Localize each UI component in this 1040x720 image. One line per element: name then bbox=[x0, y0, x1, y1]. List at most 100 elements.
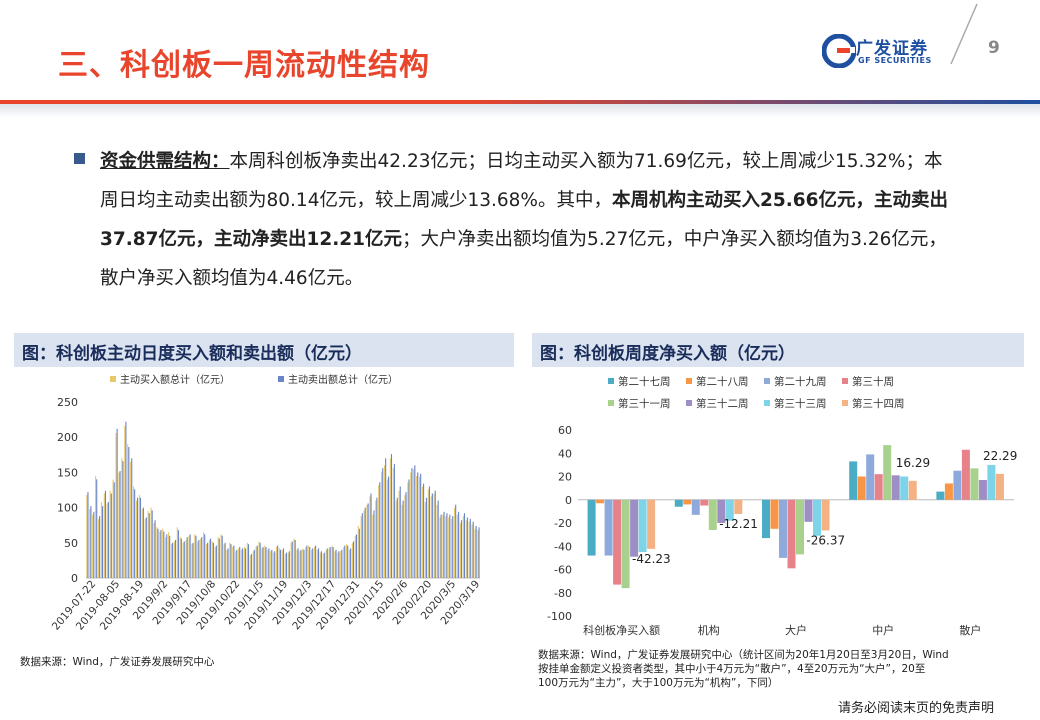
bar-sell bbox=[268, 548, 270, 578]
bar-week-30 bbox=[787, 499, 796, 569]
bar-buy bbox=[454, 507, 456, 578]
bar-sell bbox=[119, 470, 121, 578]
bar-week-32 bbox=[717, 499, 726, 523]
bar-buy bbox=[258, 541, 260, 578]
bar-sell bbox=[137, 497, 139, 578]
bar-sell bbox=[425, 497, 428, 578]
legend-label: 第三十一周 bbox=[618, 397, 671, 410]
bar-buy bbox=[404, 494, 406, 578]
bar-sell bbox=[326, 548, 328, 578]
bar-buy bbox=[223, 544, 225, 578]
bar-sell bbox=[128, 447, 130, 578]
bar-buy bbox=[95, 475, 97, 578]
bar-week-31 bbox=[970, 468, 979, 500]
legend-swatch bbox=[110, 376, 116, 382]
bar-buy bbox=[97, 518, 100, 578]
bar-buy bbox=[276, 547, 278, 578]
bar-buy bbox=[211, 541, 213, 578]
y-tick-label: 50 bbox=[64, 537, 78, 550]
bar-sell bbox=[352, 541, 355, 578]
bar-sell bbox=[309, 547, 311, 578]
bar-sell bbox=[458, 511, 460, 578]
bar-week-32 bbox=[804, 499, 813, 522]
summary-paragraph: 资金供需结构：本周科创板净卖出42.23亿元；日均主动买入额为71.69亿元，较… bbox=[100, 142, 960, 298]
bar-buy bbox=[240, 549, 243, 578]
bar-buy bbox=[287, 552, 289, 578]
bar-buy bbox=[270, 551, 272, 578]
bar-sell bbox=[239, 547, 241, 578]
bar-buy bbox=[290, 542, 292, 578]
bar-buy bbox=[407, 482, 409, 578]
bar-sell bbox=[151, 510, 153, 578]
bar-buy bbox=[340, 551, 342, 578]
bar-sell bbox=[408, 479, 410, 578]
bar-sell bbox=[312, 548, 314, 578]
bar-buy bbox=[465, 520, 467, 578]
bar-buy bbox=[331, 545, 333, 578]
bar-week-34 bbox=[908, 480, 917, 500]
bar-buy bbox=[217, 537, 219, 578]
bar-sell bbox=[177, 530, 179, 578]
bar-week-27 bbox=[761, 499, 770, 539]
bar-buy bbox=[278, 548, 281, 578]
bar-sell bbox=[230, 544, 232, 578]
bar-sell bbox=[355, 534, 358, 578]
bar-buy bbox=[311, 549, 313, 578]
bar-buy bbox=[471, 524, 473, 578]
bar-sell bbox=[259, 542, 261, 578]
bar-week-32 bbox=[978, 479, 987, 500]
bar-buy bbox=[357, 525, 359, 578]
summary-text-2: ；大户净卖出额均值为5.27亿元，中户净买入额均值为3.26亿元，散户净买入额均… bbox=[100, 229, 947, 289]
bar-buy bbox=[410, 472, 412, 578]
bar-buy bbox=[168, 532, 170, 578]
bar-sell bbox=[478, 527, 480, 578]
bar-buy bbox=[188, 535, 190, 578]
bar-buy bbox=[305, 547, 307, 578]
bar-sell bbox=[405, 492, 407, 578]
bar-week-31 bbox=[708, 499, 717, 530]
bar-buy bbox=[351, 542, 353, 578]
bar-buy bbox=[386, 479, 389, 578]
bar-buy bbox=[477, 530, 479, 578]
bar-sell bbox=[297, 548, 299, 578]
bar-buy bbox=[127, 444, 129, 578]
bar-buy bbox=[392, 468, 394, 578]
bar-sell bbox=[271, 549, 273, 578]
bar-buy bbox=[165, 537, 167, 578]
bar-sell bbox=[282, 548, 285, 578]
bar-sell bbox=[154, 520, 156, 578]
bar-week-34 bbox=[995, 473, 1004, 500]
bar-buy bbox=[284, 554, 286, 578]
bar-buy bbox=[337, 552, 339, 578]
legend-label: 主动买入额总计（亿元） bbox=[120, 373, 230, 386]
bar-sell bbox=[306, 545, 308, 578]
bar-sell bbox=[367, 503, 369, 578]
left-chart-source: 数据来源：Wind，广发证券发展研究中心 bbox=[20, 656, 215, 668]
bar-week-33 bbox=[900, 476, 909, 500]
bar-buy bbox=[138, 494, 140, 578]
data-label: -26.37 bbox=[806, 533, 845, 547]
summary-text-1: 本周科创板净卖出42.23亿元；日均主动买入额为71.69亿元，较上周减少15.… bbox=[100, 151, 943, 211]
bar-sell bbox=[315, 545, 317, 578]
bar-sell bbox=[285, 552, 287, 578]
bar-sell bbox=[323, 552, 325, 578]
bar-buy bbox=[86, 494, 88, 578]
bar-week-34 bbox=[734, 499, 743, 514]
bar-buy bbox=[153, 523, 155, 578]
bar-week-28 bbox=[944, 483, 953, 500]
bar-buy bbox=[360, 516, 362, 578]
bar-sell bbox=[247, 544, 250, 578]
bar-sell bbox=[180, 538, 182, 578]
bar-sell bbox=[417, 472, 419, 578]
bar-sell bbox=[250, 554, 252, 578]
bar-buy bbox=[147, 511, 149, 578]
bar-buy bbox=[106, 503, 108, 578]
y-tick-label: -20 bbox=[554, 517, 572, 530]
bar-buy bbox=[118, 472, 120, 578]
bar-sell bbox=[142, 507, 144, 578]
bar-buy bbox=[130, 461, 132, 578]
bar-sell bbox=[341, 549, 343, 578]
bar-sell bbox=[207, 542, 209, 578]
y-tick-label: -40 bbox=[554, 540, 572, 553]
